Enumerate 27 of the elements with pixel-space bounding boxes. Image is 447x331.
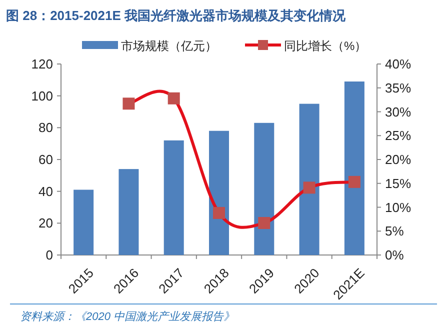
bar [299, 104, 320, 255]
y-tick-label: 100 [31, 88, 53, 104]
y-tick-label: 20 [38, 216, 53, 231]
y-tick-label: 80 [38, 120, 53, 136]
y-tick-label: 120 [31, 56, 53, 72]
bar [254, 122, 274, 255]
y2-tick-label: 25% [385, 128, 412, 144]
bar [118, 169, 139, 255]
y2-tick-label: 5% [385, 224, 404, 239]
y2-tick-label: 35% [385, 80, 412, 96]
text: 资料来源：《2020 中国激光产业发展报告》 [20, 310, 235, 323]
chart-title: 图 28：2015-2021E 我国光纤激光器市场规模及其变化情况 [6, 8, 347, 23]
legend-label: 市场规模（亿元） [121, 39, 217, 53]
y2-tick-label: 0% [385, 248, 404, 262]
bar [164, 140, 184, 255]
y-tick-label: 60 [38, 152, 53, 167]
y-tick-label: 0 [46, 248, 53, 262]
y2-tick-label: 20% [385, 152, 412, 167]
y-tick-label: 40 [38, 184, 53, 199]
bar [74, 190, 94, 255]
legend-label: 同比增长（%） [284, 39, 367, 53]
y2-tick-label: 10% [385, 200, 412, 215]
y2-tick-label: 30% [385, 104, 412, 120]
bar [209, 130, 229, 255]
y2-tick-label: 15% [385, 176, 412, 191]
bar [344, 82, 364, 255]
y2-tick-label: 40% [385, 56, 412, 72]
